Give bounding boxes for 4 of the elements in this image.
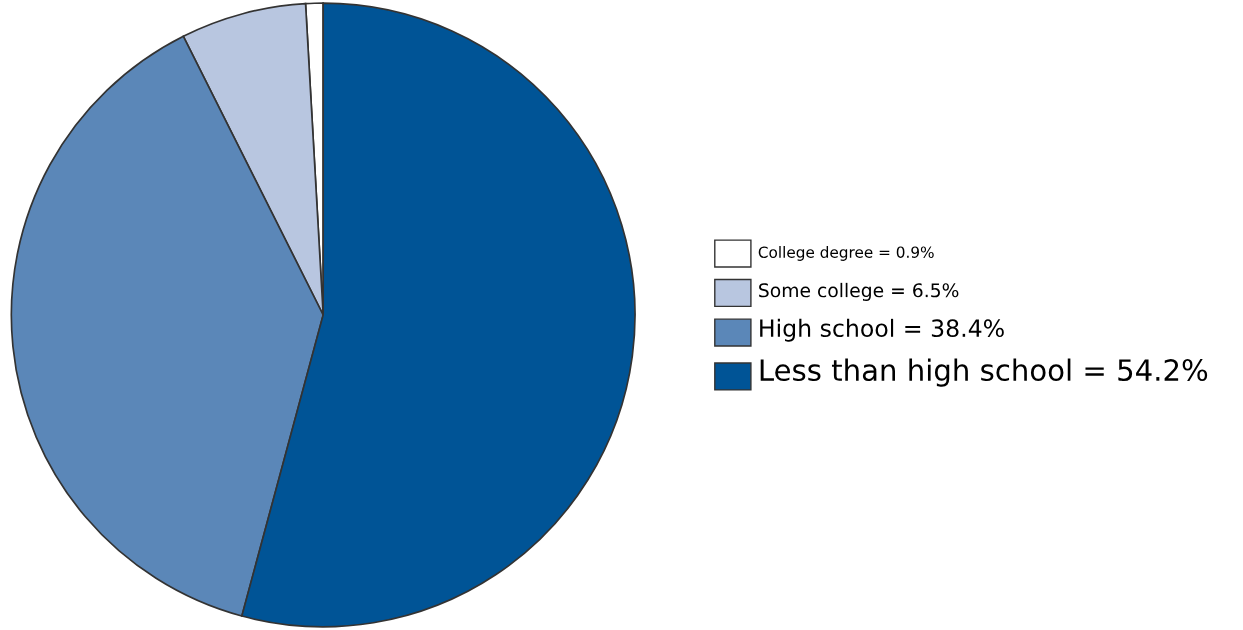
legend-label: Less than high school = 54.2% [760,358,1208,387]
legend-label: College degree = 0.9% [758,246,934,261]
legend-label: Some college = 6.5% [759,282,959,301]
legend-label: High school = 38.4% [760,318,1004,342]
